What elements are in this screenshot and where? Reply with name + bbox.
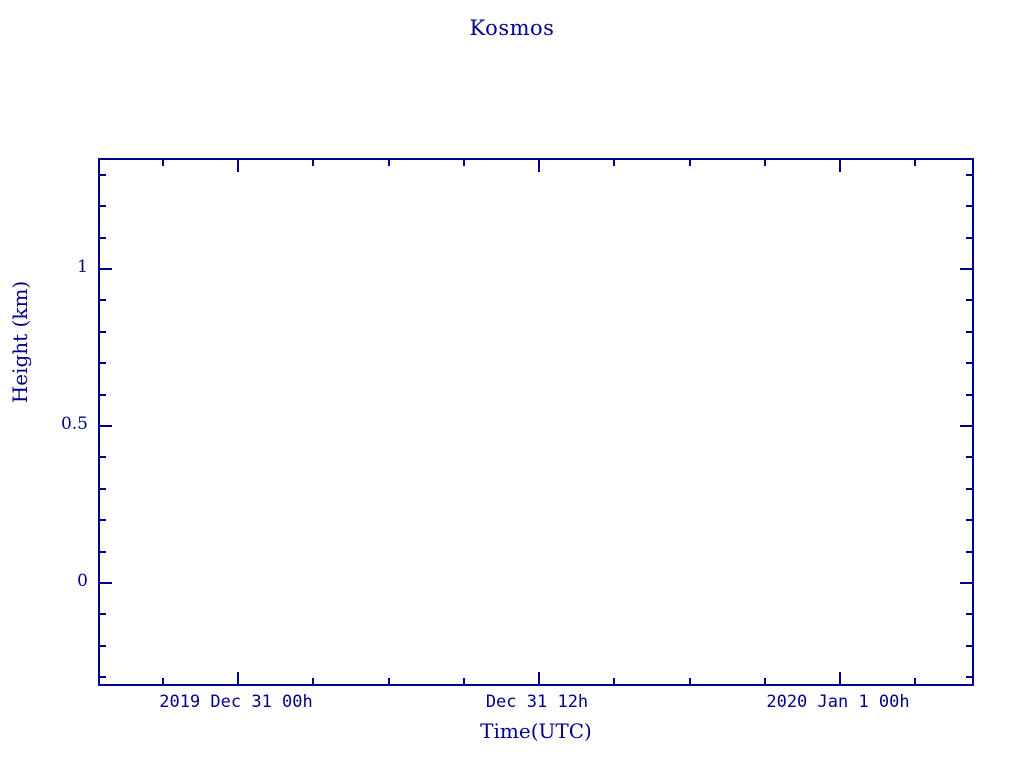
x-major-tick [839,672,841,684]
x-major-tick [538,160,540,172]
x-axis-title: Time(UTC) [480,719,592,743]
x-minor-tick [312,678,315,684]
y-major-tick [100,268,112,270]
y-minor-tick [966,613,972,616]
y-minor-tick [966,173,972,176]
x-minor-tick [914,678,917,684]
y-tick-label: 0 [77,571,88,591]
chart-title: Kosmos [469,16,555,40]
y-minor-tick [966,644,972,647]
y-minor-tick [100,550,106,553]
y-minor-tick [966,362,972,365]
y-minor-tick [100,362,106,365]
x-minor-tick [688,160,691,166]
y-minor-tick [966,676,972,679]
y-minor-tick [100,613,106,616]
x-major-tick [839,160,841,172]
x-tick-label: 2020 Jan 1 00h [766,692,910,712]
y-major-tick [100,425,112,427]
x-minor-tick [613,678,616,684]
y-minor-tick [966,456,972,459]
x-minor-tick [914,160,917,166]
x-major-tick [538,672,540,684]
x-minor-tick [387,678,390,684]
x-minor-tick [763,678,766,684]
y-minor-tick [100,456,106,459]
y-minor-tick [100,487,106,490]
y-minor-tick [100,299,106,302]
y-minor-tick [100,519,106,522]
x-minor-tick [688,678,691,684]
y-major-tick [100,582,112,584]
y-major-tick [960,425,972,427]
y-minor-tick [966,519,972,522]
x-minor-tick [161,678,164,684]
y-minor-tick [100,644,106,647]
y-minor-tick [100,330,106,333]
plot-area [98,158,974,686]
y-major-tick [960,268,972,270]
x-minor-tick [462,160,465,166]
y-minor-tick [100,393,106,396]
y-minor-tick [100,205,106,208]
y-axis-title: Height (km) [8,280,32,404]
x-tick-label: Dec 31 12h [485,692,589,712]
y-minor-tick [966,330,972,333]
x-tick-label: 2019 Dec 31 00h [159,692,313,712]
x-major-tick [237,160,239,172]
x-minor-tick [387,160,390,166]
x-minor-tick [161,160,164,166]
x-minor-tick [312,160,315,166]
y-minor-tick [966,236,972,239]
x-major-tick [237,672,239,684]
y-minor-tick [966,205,972,208]
y-minor-tick [100,236,106,239]
y-major-tick [960,582,972,584]
x-minor-tick [763,160,766,166]
y-minor-tick [100,676,106,679]
y-minor-tick [100,173,106,176]
x-minor-tick [462,678,465,684]
y-tick-label: 1 [77,257,88,277]
x-minor-tick [613,160,616,166]
y-minor-tick [966,550,972,553]
y-tick-label: 0.5 [60,414,88,434]
y-minor-tick [966,299,972,302]
y-minor-tick [966,487,972,490]
y-minor-tick [966,393,972,396]
